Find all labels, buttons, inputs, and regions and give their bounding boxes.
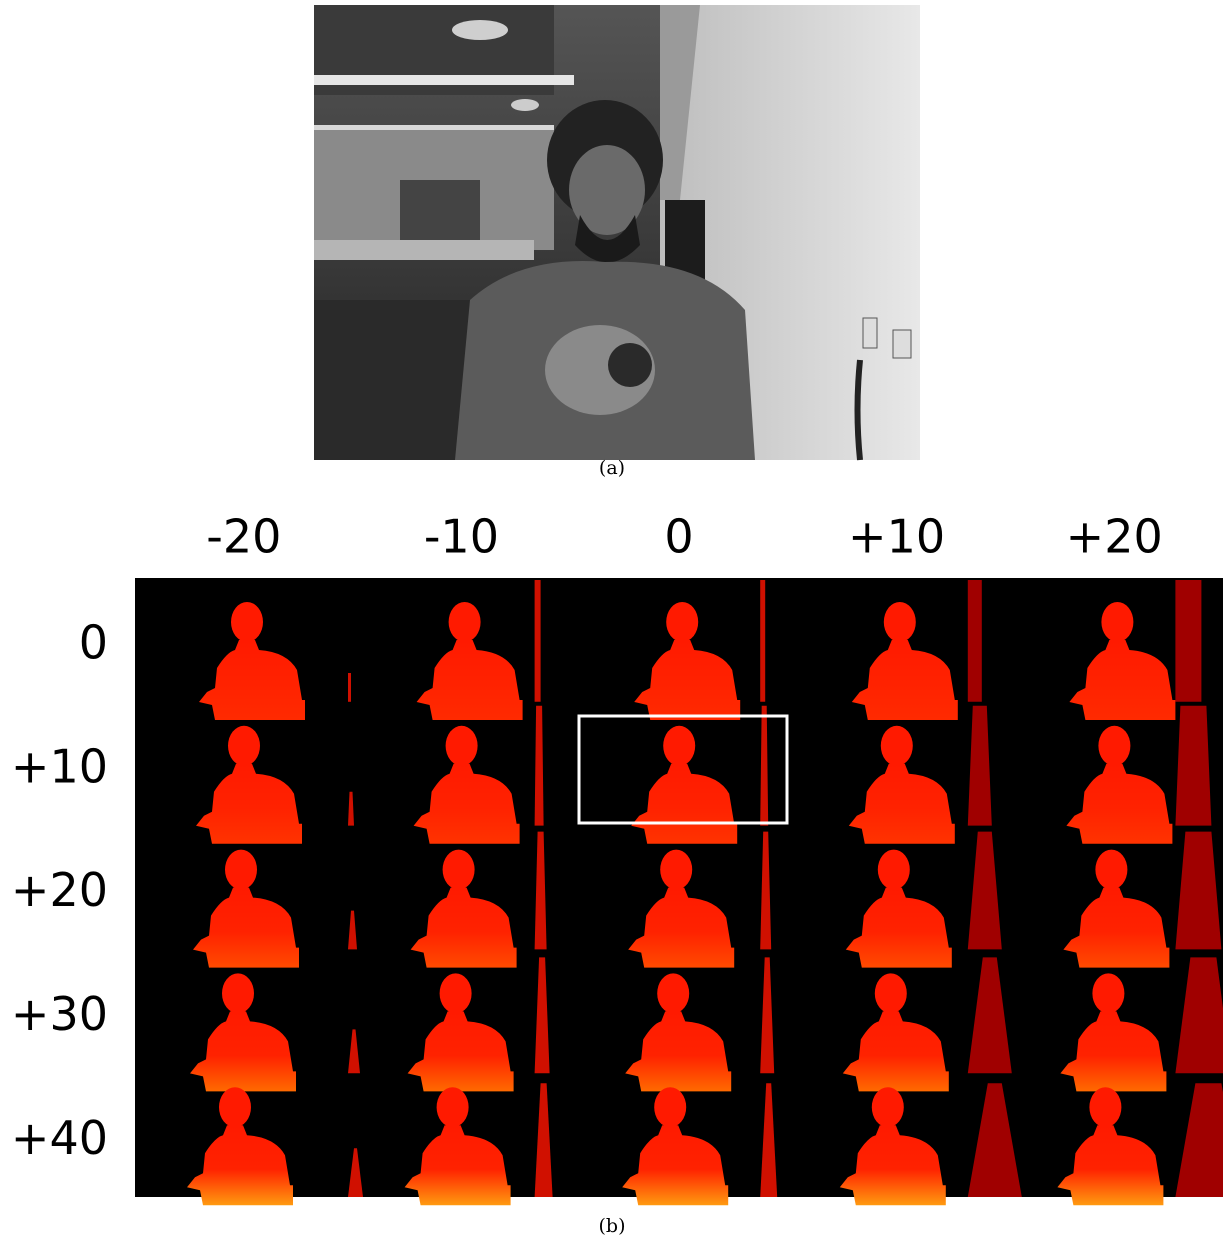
head (225, 850, 257, 890)
head (881, 726, 913, 766)
column-label: -20 (206, 510, 281, 564)
head (443, 850, 475, 890)
wall-stripe (348, 673, 351, 702)
row-label: +10 (11, 739, 108, 793)
wall-stripe (1175, 706, 1211, 826)
column-label: +20 (1066, 510, 1163, 564)
row-label: +30 (11, 987, 108, 1041)
head (657, 973, 689, 1013)
head (1098, 726, 1130, 766)
head (222, 973, 254, 1013)
column-label: -10 (424, 510, 499, 564)
row-label: +20 (11, 863, 108, 917)
wall-stripe (1175, 580, 1201, 702)
photo (314, 5, 920, 460)
page: (a) (b) -20-100+10+200+10+20+30+40 (() =… (0, 0, 1223, 1242)
head (1101, 602, 1133, 642)
caption: (b) (599, 1215, 626, 1237)
wall-stripe (968, 580, 982, 702)
head (1092, 973, 1124, 1013)
head (878, 850, 910, 890)
head (228, 726, 260, 766)
column-label: 0 (664, 510, 693, 564)
head (219, 1087, 251, 1127)
head (660, 850, 692, 890)
head (231, 602, 263, 642)
head (663, 726, 695, 766)
row-label: +40 (11, 1111, 108, 1165)
head (1089, 1087, 1121, 1127)
wall-stripe (535, 706, 544, 826)
head (875, 973, 907, 1013)
head (440, 973, 472, 1013)
figure: (a) (b) -20 -10 0 +10 +20 0 +10 +20 +30 +40 (0, 0, 1223, 1242)
head (446, 726, 478, 766)
head (872, 1087, 904, 1127)
head (666, 602, 698, 642)
head (449, 602, 481, 642)
caption: (a) (599, 457, 625, 479)
head (437, 1087, 469, 1127)
wall-stripe (535, 580, 541, 702)
row-label: 0 (79, 616, 108, 670)
head (1095, 850, 1127, 890)
column-label: +10 (848, 510, 945, 564)
head (884, 602, 916, 642)
wall-stripe (760, 580, 765, 702)
head (654, 1087, 686, 1127)
